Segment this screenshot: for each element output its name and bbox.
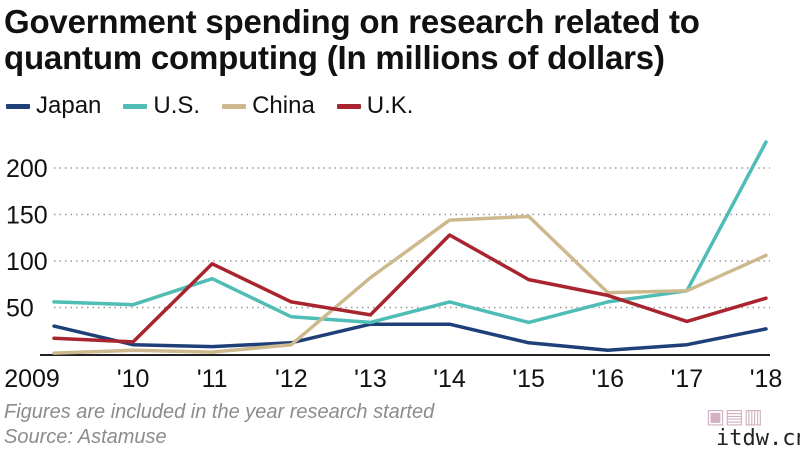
legend-label: U.K. (366, 92, 414, 119)
source-note: Source: Astamuse (4, 426, 167, 448)
watermark-logo: ▣▤▥ (706, 406, 763, 428)
x-tick-label: '10 (117, 365, 150, 393)
legend-swatch (336, 103, 361, 109)
x-tick-label: '11 (197, 365, 228, 393)
series-line-japan (52, 322, 768, 353)
x-tick-label: '15 (512, 365, 545, 393)
legend-swatch (123, 103, 148, 109)
legend-item-japan: Japan (6, 92, 101, 120)
x-tick-label: '17 (671, 365, 704, 393)
chart-title: Government spending on research related … (4, 3, 700, 76)
y-tick-label: 50 (6, 295, 34, 323)
series-line-china (52, 214, 768, 355)
legend-item-u-k: U.K. (336, 92, 414, 120)
y-tick-label: 100 (6, 248, 48, 276)
x-tick-label: '12 (275, 365, 308, 393)
legend-swatch (222, 103, 247, 109)
x-tick-label: '14 (433, 365, 466, 393)
watermark-text: itdw.cn (716, 426, 800, 451)
x-tick-label: '16 (591, 365, 624, 393)
legend-item-u-s: U.S. (123, 92, 200, 120)
x-tick-label: '18 (750, 365, 783, 393)
x-tick-label: 2009 (4, 365, 60, 393)
legend-label: U.S. (153, 92, 201, 119)
y-tick-label: 200 (6, 155, 48, 183)
legend-label: China (252, 92, 315, 119)
legend-item-china: China (222, 92, 315, 120)
x-tick-label: '13 (354, 365, 387, 393)
series-line-u-k (52, 233, 768, 344)
legend-label: Japan (36, 92, 102, 119)
chart-legend: Japan U.S. China U.K. (6, 92, 435, 120)
y-tick-label: 150 (6, 202, 48, 230)
footnote: Figures are included in the year researc… (4, 401, 435, 423)
legend-swatch (6, 103, 30, 109)
series-line-u-s (52, 140, 768, 325)
